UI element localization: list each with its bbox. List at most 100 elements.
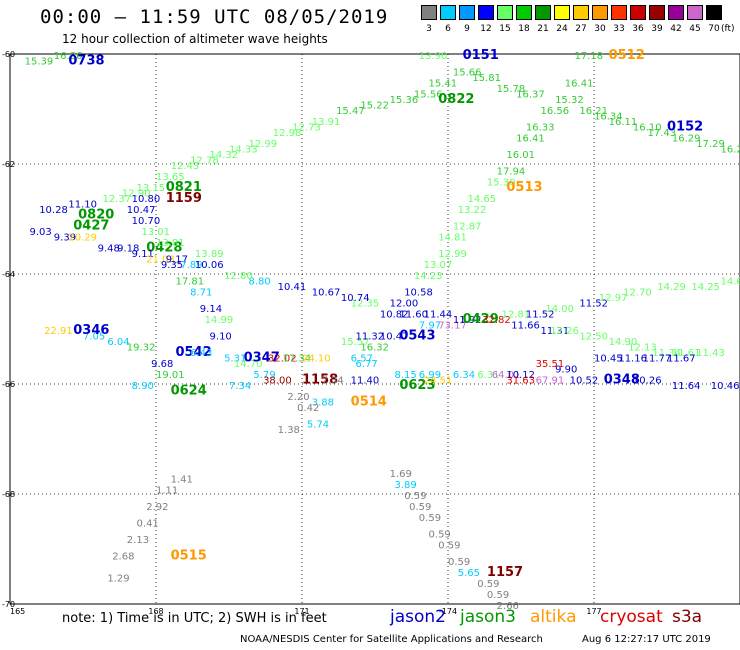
legend-swatch — [535, 5, 551, 20]
wave-height-label: 12.97 — [599, 293, 628, 304]
wave-height-label: 13.89 — [195, 249, 224, 260]
wave-height-label: 3.89 — [394, 480, 416, 491]
wave-height-label: 10.47 — [127, 205, 156, 216]
wave-height-label: 11.34 — [652, 348, 681, 359]
legend-label: 21 — [537, 24, 549, 34]
wave-height-label: 9.03 — [29, 227, 51, 238]
wave-height-label: 14.68 — [721, 277, 740, 288]
wave-height-label: 8.71 — [190, 288, 212, 299]
wave-height-label: 14.81 — [438, 233, 467, 244]
wave-height-label: 15.47 — [336, 106, 365, 117]
wave-height-label: 35.51 — [536, 359, 565, 370]
lon-tick-label: -174 — [439, 607, 457, 616]
lat-tick-label: -60 — [2, 50, 15, 59]
wave-height-label: 13.22 — [458, 205, 487, 216]
lon-tick-label: 177 — [586, 607, 601, 616]
wave-height-label: 0.59 — [487, 590, 509, 601]
wave-height-label: 14.65 — [467, 194, 496, 205]
legend-swatch — [592, 5, 608, 20]
wave-height-label: 15.30 — [487, 178, 516, 189]
wave-height-label: 16.37 — [516, 90, 545, 101]
wave-height-label: 17.81 — [175, 277, 204, 288]
wave-height-label: 1.29 — [107, 574, 129, 585]
wave-height-label: 12.26 — [550, 326, 579, 337]
pass-time-label: 0512 — [609, 48, 645, 63]
legend-swatch — [516, 5, 532, 20]
pass-time-label: 0513 — [506, 180, 542, 195]
wave-height-label: 11.67 — [667, 354, 696, 365]
wave-height-label: 0.41 — [137, 519, 159, 530]
wave-height-label: 11.16 — [618, 354, 647, 365]
wave-height-label: 11.52 — [526, 310, 555, 321]
wave-height-label: 13.90 — [419, 51, 448, 62]
legend-label: 36 — [632, 24, 644, 34]
wave-height-label: 32.82 — [482, 315, 511, 326]
wave-height-label: 9.68 — [151, 359, 173, 370]
wave-height-label: 12.73 — [292, 123, 321, 134]
wave-height-label: 7.34 — [321, 376, 343, 387]
pass-time-label: 0348 — [604, 373, 640, 388]
wave-height-label: 6.31 — [477, 370, 499, 381]
wave-height-label: 15.22 — [360, 101, 389, 112]
wave-height-label: 12.90 — [122, 189, 151, 200]
wave-height-label: 1.38 — [278, 425, 300, 436]
wave-height-label: 11.61 — [672, 348, 701, 359]
pass-time-label: 1159 — [166, 191, 202, 206]
wave-height-label: 16.33 — [526, 123, 555, 134]
wave-height-label: 1.11 — [156, 486, 178, 497]
legend-label: 30 — [594, 24, 606, 34]
wave-height-label: 13.65 — [156, 172, 185, 183]
wave-height-label: 10.58 — [404, 288, 433, 299]
wave-height-label: 14.70 — [234, 359, 263, 370]
wave-height-label: 16.34 — [594, 112, 623, 123]
wave-height-label: 15.81 — [472, 73, 501, 84]
lat-tick-label: -64 — [2, 270, 15, 279]
wave-height-label: 11.52 — [579, 299, 608, 310]
wave-height-label: 19.01 — [156, 370, 185, 381]
wave-height-label: 0.59 — [419, 513, 441, 524]
pass-time-label: 0514 — [351, 395, 387, 410]
pass-time-label: 0624 — [171, 384, 207, 399]
wave-height-label: 67.91 — [536, 376, 565, 387]
wave-height-label: 10.80 — [132, 194, 161, 205]
wave-height-label: 11.43 — [696, 348, 725, 359]
wave-height-label: 6.04 — [107, 337, 129, 348]
wave-height-label: 12.99 — [438, 249, 467, 260]
wave-height-label: 5.31 — [224, 354, 246, 365]
satellite-jason2: jason2 — [390, 607, 446, 627]
wave-height-label: 0.59 — [448, 557, 470, 568]
wave-height-label: 14.33 — [229, 145, 258, 156]
wave-height-label: 64.01 — [492, 370, 521, 381]
grid-lines — [10, 54, 740, 604]
wave-height-label: 38.00 — [263, 376, 292, 387]
legend-swatch — [668, 5, 684, 20]
legend-label: 45 — [689, 24, 701, 34]
wave-height-label: 2.68 — [112, 552, 134, 563]
wave-height-label: 15.56 — [414, 90, 443, 101]
wave-height-label: 12.37 — [102, 194, 131, 205]
wave-height-label: 19.32 — [127, 343, 156, 354]
wave-height-label: 1.41 — [171, 475, 193, 486]
wave-height-label: 6.57 — [351, 354, 373, 365]
legend-unit: (ft) — [721, 24, 735, 34]
wave-height-label: 15.32 — [555, 95, 584, 106]
wave-height-label: 8.15 — [394, 370, 416, 381]
wave-height-label: 0.59 — [429, 530, 451, 541]
wave-height-label: 12.50 — [579, 332, 608, 343]
wave-height-label: 9.48 — [98, 244, 120, 255]
wave-height-label: 7.97 — [419, 321, 441, 332]
legend-swatch — [554, 5, 570, 20]
wave-height-label: 11.10 — [68, 200, 97, 211]
wave-height-label: 14.29 — [657, 282, 686, 293]
wave-height-label: 32.02 — [268, 354, 297, 365]
wave-height-label: 2.66 — [497, 601, 519, 612]
wave-height-label: 10.06 — [195, 260, 224, 271]
axis-ticks: 165 168 171 -174 177 -60 -62 -64 -66 -68 -70 — [2, 50, 602, 616]
wave-height-label: 13.81 — [156, 238, 185, 249]
wave-height-label: 12.98 — [273, 128, 302, 139]
legend-label: 33 — [613, 24, 625, 34]
credit-text: NOAA/NESDIS Center for Satellite Applica… — [240, 634, 543, 645]
wave-height-label: 3.88 — [312, 398, 334, 409]
pass-time-label: 0428 — [146, 241, 182, 256]
satellite-s3a: s3a — [672, 607, 703, 627]
